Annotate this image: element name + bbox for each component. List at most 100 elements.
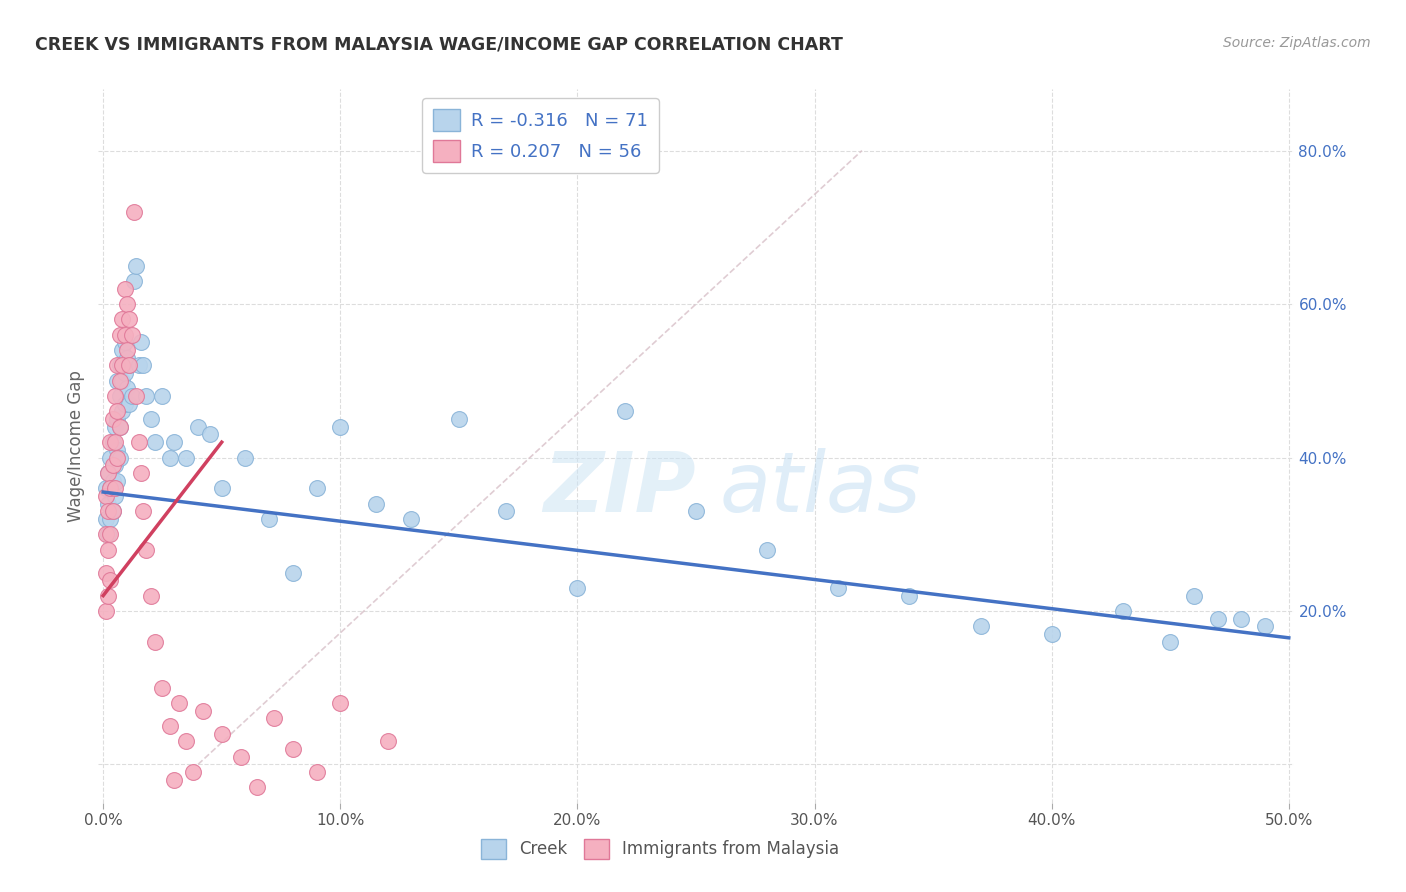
Point: [114, 282, 136, 296]
Point: [329, 419, 352, 434]
Point: [211, 481, 233, 495]
Point: [364, 497, 387, 511]
Point: [101, 504, 124, 518]
Point: [152, 389, 174, 403]
Point: [139, 412, 162, 426]
Point: [115, 297, 138, 311]
Text: Source: ZipAtlas.com: Source: ZipAtlas.com: [1223, 36, 1371, 50]
Point: [98, 450, 121, 465]
Point: [108, 389, 131, 403]
Point: [122, 274, 145, 288]
Point: [98, 481, 121, 495]
Legend: Creek, Immigrants from Malaysia: Creek, Immigrants from Malaysia: [474, 832, 846, 866]
Point: [105, 374, 128, 388]
Point: [167, 696, 190, 710]
Point: [229, 749, 252, 764]
Point: [98, 574, 121, 588]
Point: [257, 512, 280, 526]
Point: [305, 765, 328, 780]
Point: [827, 581, 849, 595]
Point: [125, 389, 148, 403]
Point: [105, 412, 128, 426]
Point: [104, 389, 127, 403]
Point: [613, 404, 636, 418]
Point: [98, 512, 121, 526]
Point: [198, 427, 221, 442]
Point: [121, 327, 143, 342]
Point: [118, 359, 141, 373]
Point: [108, 419, 131, 434]
Point: [187, 419, 209, 434]
Point: [1206, 612, 1229, 626]
Point: [1230, 612, 1253, 626]
Point: [114, 366, 136, 380]
Point: [128, 359, 150, 373]
Point: [111, 359, 134, 373]
Point: [125, 259, 148, 273]
Point: [104, 458, 127, 473]
Point: [447, 412, 470, 426]
Point: [111, 343, 134, 357]
Point: [105, 404, 128, 418]
Point: [163, 435, 186, 450]
Point: [122, 205, 145, 219]
Point: [108, 359, 131, 373]
Point: [281, 742, 304, 756]
Point: [132, 504, 155, 518]
Point: [329, 696, 352, 710]
Point: [108, 450, 131, 465]
Point: [685, 504, 707, 518]
Point: [104, 481, 127, 495]
Point: [114, 327, 136, 342]
Point: [101, 458, 124, 473]
Point: [174, 734, 197, 748]
Point: [567, 581, 589, 595]
Point: [159, 719, 181, 733]
Point: [143, 435, 166, 450]
Point: [94, 527, 117, 541]
Point: [104, 419, 127, 434]
Text: CREEK VS IMMIGRANTS FROM MALAYSIA WAGE/INCOME GAP CORRELATION CHART: CREEK VS IMMIGRANTS FROM MALAYSIA WAGE/I…: [35, 36, 844, 54]
Point: [98, 527, 121, 541]
Point: [143, 634, 166, 648]
Point: [108, 419, 131, 434]
Point: [98, 481, 121, 495]
Point: [1040, 627, 1063, 641]
Point: [114, 335, 136, 350]
Point: [101, 474, 124, 488]
Point: [105, 474, 128, 488]
Point: [401, 512, 423, 526]
Point: [98, 435, 121, 450]
Point: [101, 412, 124, 426]
Point: [108, 327, 131, 342]
Point: [152, 681, 174, 695]
Text: ZIP: ZIP: [543, 449, 696, 529]
Point: [1182, 589, 1205, 603]
Point: [105, 442, 128, 457]
Point: [111, 312, 134, 326]
Point: [97, 542, 120, 557]
Point: [108, 374, 131, 388]
Point: [115, 351, 138, 365]
Point: [104, 489, 127, 503]
Point: [97, 497, 120, 511]
Point: [101, 504, 124, 518]
Point: [118, 359, 141, 373]
Point: [94, 566, 117, 580]
Point: [104, 435, 127, 450]
Point: [97, 504, 120, 518]
Point: [377, 734, 399, 748]
Point: [1112, 604, 1135, 618]
Point: [101, 435, 124, 450]
Point: [159, 450, 181, 465]
Point: [135, 542, 157, 557]
Point: [129, 335, 152, 350]
Text: atlas: atlas: [720, 449, 921, 529]
Point: [305, 481, 328, 495]
Point: [97, 466, 120, 480]
Point: [135, 389, 157, 403]
Point: [235, 450, 257, 465]
Point: [97, 589, 120, 603]
Point: [246, 780, 269, 795]
Point: [97, 527, 120, 541]
